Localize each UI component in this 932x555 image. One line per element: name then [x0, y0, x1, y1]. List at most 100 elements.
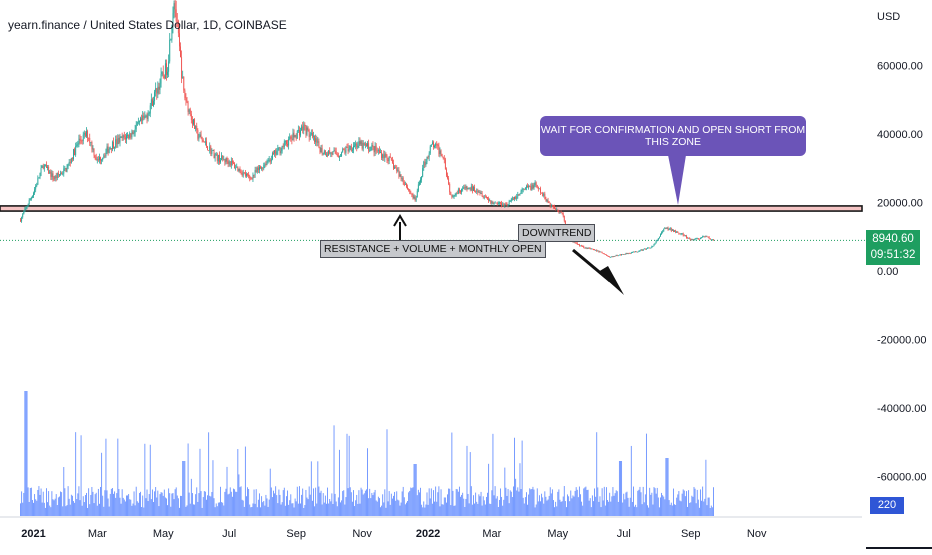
short-zone-callout[interactable]: WAIT FOR CONFIRMATION AND OPEN SHORT FRO…: [540, 116, 806, 156]
volume-bar: [437, 492, 439, 516]
candle-body: [706, 235, 708, 237]
volume-bar: [323, 502, 325, 516]
volume-bar: [418, 492, 420, 516]
volume-bar: [367, 448, 368, 516]
candle-body: [532, 184, 534, 189]
volume-bar: [195, 494, 197, 516]
candle-body: [21, 217, 23, 222]
downtrend-label[interactable]: DOWNTREND: [518, 224, 596, 242]
volume-bar: [360, 487, 362, 516]
volume-bar: [464, 506, 466, 516]
volume-bar: [34, 494, 36, 516]
volume-bar: [322, 493, 324, 516]
volume-bar: [148, 494, 150, 516]
volume-bar: [678, 491, 680, 516]
volume-bar: [531, 489, 533, 516]
volume-bar: [506, 495, 508, 516]
currency-label: USD: [877, 11, 901, 23]
candle-body: [657, 238, 659, 241]
volume-bar: [455, 488, 457, 516]
volume-bar: [260, 507, 261, 516]
volume-bar: [710, 505, 712, 516]
volume-bar: [314, 506, 316, 516]
volume-bar: [246, 496, 247, 516]
candle-body: [647, 247, 648, 249]
volume-bar: [147, 501, 149, 516]
candle-body: [624, 254, 626, 255]
candle-body: [437, 144, 439, 147]
volume-bar: [304, 505, 306, 516]
volume-bar: [385, 507, 387, 516]
volume-bar: [302, 488, 304, 516]
candle-body: [453, 195, 455, 197]
candle-body: [334, 150, 336, 152]
candle-body: [154, 91, 156, 101]
volume-bar: [470, 486, 472, 516]
candle-body: [251, 178, 253, 180]
candle-body: [467, 188, 469, 190]
candle-body: [274, 150, 276, 154]
candle-body: [371, 144, 373, 147]
volume-bar: [438, 486, 440, 516]
volume-bar: [654, 488, 656, 516]
volume-bar: [137, 502, 139, 516]
volume-bar: [29, 488, 31, 516]
symbol-title: yearn.finance / United States Dollar, 1D…: [8, 18, 287, 32]
candle-body: [479, 191, 481, 194]
volume-bar: [660, 497, 661, 516]
volume-bar: [65, 506, 67, 516]
candle-body: [290, 136, 292, 139]
volume-bar: [645, 433, 647, 516]
volume-bar: [602, 500, 604, 516]
x-tick-label: 2022: [416, 528, 440, 540]
candle-body: [318, 141, 320, 148]
candle-body: [322, 153, 324, 155]
volume-bar: [387, 501, 389, 516]
volume-value-badge: 220: [870, 497, 904, 514]
volume-bar: [329, 498, 331, 516]
volume-bar: [575, 487, 577, 516]
candle-body: [474, 187, 476, 191]
candle-body: [640, 249, 642, 251]
candle-body: [605, 254, 607, 256]
candle-body: [603, 253, 605, 255]
candle-body: [449, 184, 451, 193]
volume-bar: [398, 500, 400, 516]
candle-body: [542, 193, 544, 197]
candle-body: [188, 109, 190, 112]
volume-bar: [551, 489, 553, 516]
candle-body: [95, 157, 97, 161]
volume-bar: [268, 499, 270, 516]
candle-body: [44, 164, 46, 166]
candle-body: [54, 176, 56, 180]
candle-body: [359, 141, 361, 145]
volume-bar: [527, 504, 528, 516]
candle-body: [593, 249, 594, 251]
candle-body: [189, 109, 191, 115]
volume-bar: [611, 496, 613, 516]
volume-bar: [70, 494, 72, 516]
candle-body: [93, 148, 95, 156]
candle-body: [349, 145, 351, 150]
candle-body: [224, 158, 226, 163]
volume-bar: [68, 498, 70, 516]
candle-body: [514, 196, 516, 199]
candle-body: [116, 139, 118, 145]
candle-body: [557, 209, 559, 212]
candle-body: [231, 160, 233, 163]
candle-body: [594, 249, 595, 251]
volume-bar: [78, 486, 80, 516]
candle-body: [400, 174, 402, 179]
volume-bar: [620, 461, 621, 516]
callout-pointer: [668, 155, 686, 205]
candle-body: [520, 191, 522, 194]
candle-body: [442, 156, 444, 159]
candle-body: [548, 201, 550, 203]
resistance-label[interactable]: RESISTANCE + VOLUME + MONTHLY OPEN: [320, 240, 546, 258]
candle-body: [270, 159, 272, 162]
candle-body: [399, 174, 401, 177]
candle-body: [149, 105, 151, 114]
candle-body: [440, 150, 442, 155]
